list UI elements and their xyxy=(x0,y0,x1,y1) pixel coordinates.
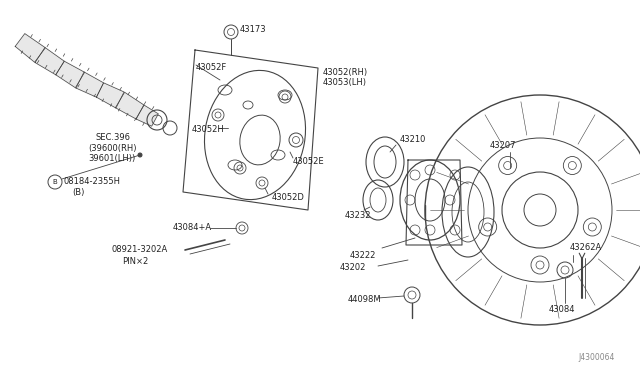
Text: 43207: 43207 xyxy=(490,141,516,150)
Polygon shape xyxy=(15,33,45,62)
Text: 43084: 43084 xyxy=(548,305,575,314)
Text: 43262A: 43262A xyxy=(570,244,602,253)
Text: 43053(LH): 43053(LH) xyxy=(323,78,367,87)
Text: 44098M: 44098M xyxy=(348,295,381,305)
Text: 43052H: 43052H xyxy=(192,125,225,135)
Text: B: B xyxy=(52,179,58,185)
Polygon shape xyxy=(115,92,144,119)
Text: 39601(LH)): 39601(LH)) xyxy=(88,154,135,163)
Text: (39600(RH): (39600(RH) xyxy=(88,144,136,153)
Text: 43052E: 43052E xyxy=(293,157,324,167)
Polygon shape xyxy=(35,48,65,75)
Text: 43173: 43173 xyxy=(240,26,267,35)
Text: 08921-3202A: 08921-3202A xyxy=(112,246,168,254)
Circle shape xyxy=(138,153,142,157)
Text: 43202: 43202 xyxy=(340,263,366,273)
Polygon shape xyxy=(97,83,124,108)
Text: 43052F: 43052F xyxy=(196,64,227,73)
Polygon shape xyxy=(76,72,104,97)
Text: SEC.396: SEC.396 xyxy=(95,134,130,142)
Text: 43052D: 43052D xyxy=(272,193,305,202)
Text: (B): (B) xyxy=(72,187,84,196)
Text: 08184-2355H: 08184-2355H xyxy=(64,177,121,186)
Text: PIN×2: PIN×2 xyxy=(122,257,148,266)
Text: 43232: 43232 xyxy=(345,211,371,219)
Text: 43052(RH): 43052(RH) xyxy=(323,67,368,77)
Polygon shape xyxy=(56,61,84,88)
Text: 43210: 43210 xyxy=(400,135,426,144)
Text: 43084+A: 43084+A xyxy=(173,224,212,232)
Text: J4300064: J4300064 xyxy=(579,353,615,362)
Polygon shape xyxy=(136,105,158,126)
Text: 43222: 43222 xyxy=(350,250,376,260)
